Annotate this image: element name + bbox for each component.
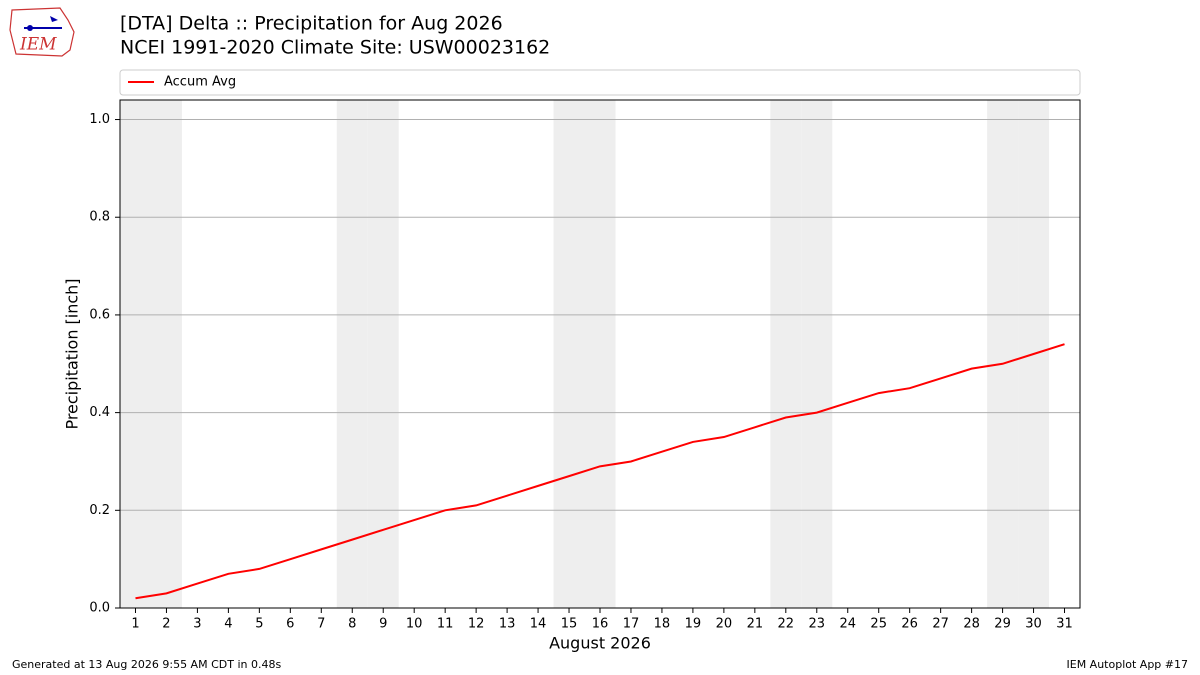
x-tick-label: 7 [317, 617, 325, 632]
y-tick-label: 1.0 [89, 112, 110, 127]
weekend-shade [584, 100, 616, 608]
x-tick-label: 30 [1025, 617, 1042, 632]
x-axis-label: August 2026 [549, 634, 651, 653]
plot-frame [119, 99, 1081, 609]
logo: IEM [9, 7, 75, 57]
x-tick-label: 31 [1056, 617, 1073, 632]
footer-left: Generated at 13 Aug 2026 9:55 AM CDT in … [12, 658, 281, 671]
x-tick-label: 16 [592, 617, 609, 632]
weekend-shade [150, 100, 182, 608]
x-tick-label: 26 [901, 617, 918, 632]
x-tick-label: 8 [348, 617, 356, 632]
weekend-shade [336, 100, 368, 608]
weekend-shade [987, 100, 1019, 608]
x-tick-label: 15 [561, 617, 578, 632]
weekend-shade [367, 100, 399, 608]
weekend-shade [120, 100, 151, 608]
x-tick-label: 13 [499, 617, 516, 632]
logo-text: IEM [19, 35, 57, 55]
x-tick-label: 2 [162, 617, 170, 632]
x-tick-label: 3 [193, 617, 201, 632]
x-tick-label: 6 [286, 617, 294, 632]
x-tick-label: 21 [747, 617, 764, 632]
x-tick-label: 27 [932, 617, 949, 632]
x-tick-label: 1 [131, 617, 139, 632]
x-tick-label: 25 [870, 617, 887, 632]
x-tick-label: 29 [994, 617, 1011, 632]
legend-label: Accum Avg [164, 75, 236, 90]
x-tick-label: 23 [809, 617, 826, 632]
y-tick-label: 0.6 [89, 307, 110, 322]
y-axis-label: Precipitation [inch] [63, 278, 82, 429]
weekend-shade [553, 100, 585, 608]
x-tick-label: 24 [839, 617, 856, 632]
weekend-shade [801, 100, 833, 608]
data-line [135, 343, 1065, 600]
x-tick-label: 10 [406, 617, 423, 632]
footer-right: IEM Autoplot App #17 [1067, 658, 1189, 671]
x-tick-label: 9 [379, 617, 387, 632]
y-tick-label: 0.2 [89, 503, 110, 518]
x-tick-label: 17 [623, 617, 640, 632]
x-tick-label: 22 [778, 617, 795, 632]
x-tick-label: 19 [685, 617, 702, 632]
weekend-shade [770, 100, 802, 608]
x-tick-label: 11 [437, 617, 454, 632]
x-tick-label: 28 [963, 617, 980, 632]
legend-box [119, 69, 1081, 96]
x-tick-label: 20 [716, 617, 733, 632]
x-tick-label: 4 [224, 617, 232, 632]
x-tick-label: 14 [530, 617, 547, 632]
y-tick-label: 0.0 [89, 601, 110, 616]
x-tick-label: 18 [654, 617, 671, 632]
x-tick-label: 5 [255, 617, 263, 632]
chart-title: [DTA] Delta :: Precipitation for Aug 202… [120, 13, 503, 35]
chart-subtitle: NCEI 1991-2020 Climate Site: USW00023162 [120, 37, 550, 59]
y-tick-label: 0.8 [89, 210, 110, 225]
x-tick-label: 12 [468, 617, 485, 632]
y-tick-label: 0.4 [89, 405, 110, 420]
